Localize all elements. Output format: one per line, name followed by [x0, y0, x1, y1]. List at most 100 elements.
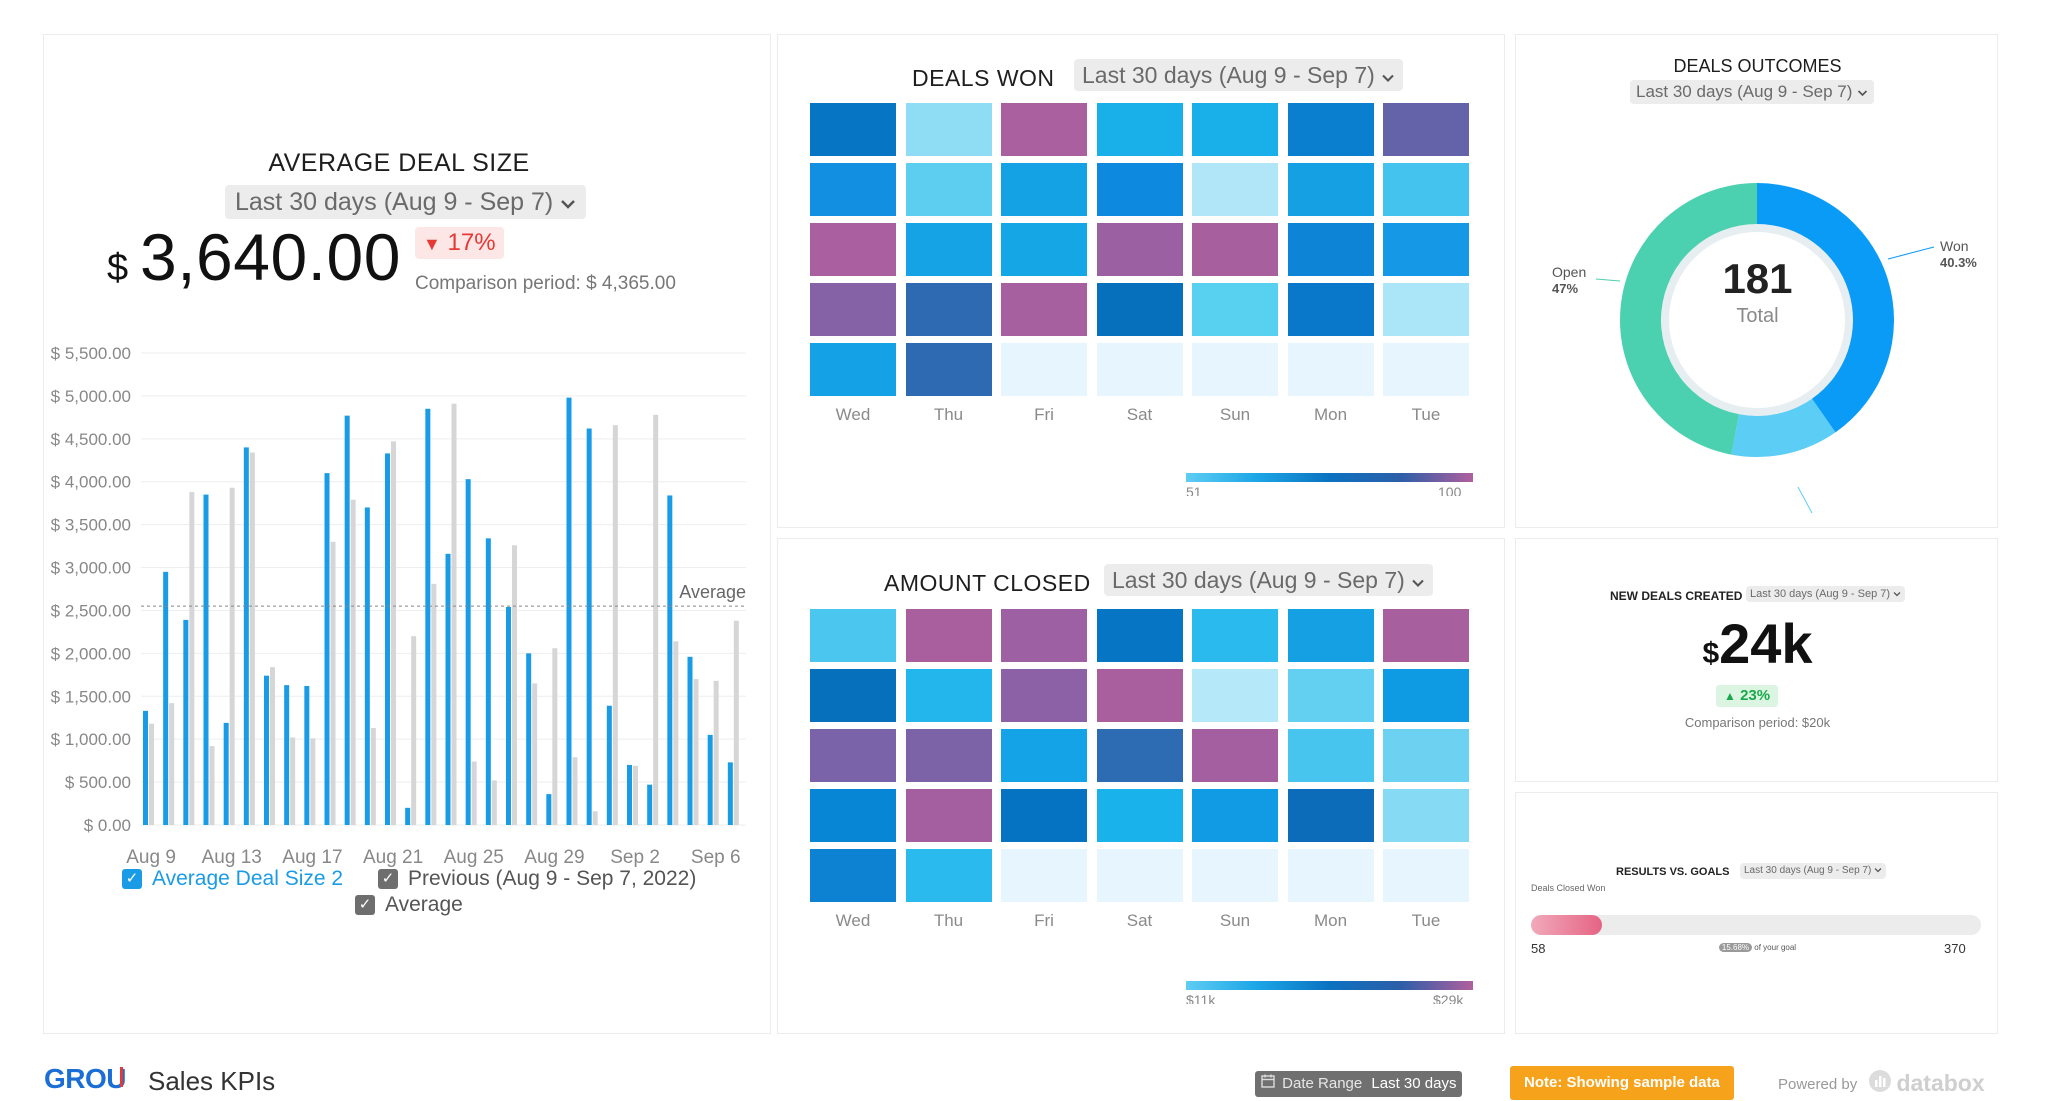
bar-current[interactable]: [203, 494, 209, 825]
bar-previous[interactable]: [713, 680, 719, 825]
bar-previous[interactable]: [673, 641, 679, 825]
heatmap-cell[interactable]: [1192, 849, 1278, 902]
heatmap-cell[interactable]: [1383, 609, 1469, 662]
bar-current[interactable]: [546, 794, 552, 825]
heatmap-cell[interactable]: [810, 609, 896, 662]
heatmap-cell[interactable]: [1383, 343, 1469, 396]
bar-previous[interactable]: [552, 648, 558, 825]
heatmap-cell[interactable]: [1383, 103, 1469, 156]
heatmap-cell[interactable]: [1383, 223, 1469, 276]
heatmap-cell[interactable]: [1096, 609, 1183, 662]
results-period-dropdown[interactable]: Last 30 days (Aug 9 - Sep 7): [1740, 863, 1887, 879]
bar-current[interactable]: [163, 571, 169, 825]
bar-current[interactable]: [627, 764, 632, 825]
avg-deal-period-dropdown[interactable]: Last 30 days (Aug 9 - Sep 7): [225, 185, 587, 219]
bar-previous[interactable]: [491, 780, 497, 825]
heatmap-cell[interactable]: [810, 729, 896, 782]
heatmap-cell[interactable]: [1192, 283, 1278, 336]
bar-previous[interactable]: [451, 403, 457, 825]
bar-current[interactable]: [183, 619, 189, 825]
heatmap-cell[interactable]: [1096, 283, 1183, 336]
checkbox-icon[interactable]: ✓: [122, 869, 142, 889]
heatmap-cell[interactable]: [1287, 343, 1374, 396]
bar-current[interactable]: [405, 807, 411, 825]
heatmap-cell[interactable]: [905, 283, 992, 336]
amount-closed-period-dropdown[interactable]: Last 30 days (Aug 9 - Sep 7): [1104, 564, 1434, 596]
heatmap-cell[interactable]: [1287, 609, 1374, 662]
heatmap-cell[interactable]: [1192, 609, 1278, 662]
heatmap-cell[interactable]: [1001, 669, 1087, 722]
heatmap-cell[interactable]: [1096, 103, 1183, 156]
heatmap-cell[interactable]: [905, 729, 992, 782]
bar-previous[interactable]: [169, 703, 175, 825]
bar-current[interactable]: [727, 762, 733, 825]
bar-previous[interactable]: [330, 541, 336, 825]
bar-previous[interactable]: [592, 811, 598, 825]
bar-current[interactable]: [223, 722, 229, 825]
heatmap-cell[interactable]: [810, 103, 896, 156]
bar-previous[interactable]: [149, 723, 154, 825]
checkbox-icon[interactable]: ✓: [378, 869, 398, 889]
new-deals-period-dropdown[interactable]: Last 30 days (Aug 9 - Sep 7): [1746, 586, 1906, 602]
heatmap-cell[interactable]: [810, 163, 896, 216]
heatmap-cell[interactable]: [1287, 223, 1374, 276]
bar-current[interactable]: [586, 428, 592, 825]
heatmap-cell[interactable]: [810, 669, 896, 722]
bar-current[interactable]: [647, 784, 653, 825]
heatmap-cell[interactable]: [1001, 223, 1087, 276]
bar-previous[interactable]: [249, 452, 255, 825]
heatmap-cell[interactable]: [1096, 789, 1183, 842]
heatmap-cell[interactable]: [1096, 849, 1183, 902]
heatmap-cell[interactable]: [1001, 849, 1087, 902]
legend-previous[interactable]: ✓ Previous (Aug 9 - Sep 7, 2022): [378, 867, 696, 891]
deals-won-period-dropdown[interactable]: Last 30 days (Aug 9 - Sep 7): [1074, 59, 1404, 91]
heatmap-cell[interactable]: [1287, 283, 1374, 336]
date-range-button[interactable]: Date Range Last 30 days: [1255, 1071, 1463, 1097]
bar-current[interactable]: [264, 675, 269, 825]
heatmap-cell[interactable]: [1192, 669, 1278, 722]
bar-current[interactable]: [143, 710, 148, 825]
bar-current[interactable]: [707, 734, 713, 825]
bar-previous[interactable]: [310, 738, 316, 825]
bar-previous[interactable]: [471, 761, 477, 825]
heatmap-cell[interactable]: [1192, 729, 1278, 782]
heatmap-cell[interactable]: [1192, 789, 1278, 842]
heatmap-cell[interactable]: [1192, 103, 1278, 156]
heatmap-cell[interactable]: [1383, 669, 1469, 722]
legend-average[interactable]: ✓ Average: [355, 893, 463, 917]
heatmap-cell[interactable]: [1001, 343, 1087, 396]
heatmap-cell[interactable]: [1001, 729, 1087, 782]
checkbox-icon[interactable]: ✓: [355, 895, 375, 915]
heatmap-cell[interactable]: [1383, 729, 1469, 782]
bar-previous[interactable]: [431, 583, 437, 825]
bar-current[interactable]: [465, 479, 471, 825]
heatmap-cell[interactable]: [1383, 283, 1469, 336]
bar-current[interactable]: [526, 653, 532, 825]
heatmap-cell[interactable]: [810, 849, 896, 902]
heatmap-cell[interactable]: [1287, 729, 1374, 782]
bar-current[interactable]: [344, 415, 350, 825]
heatmap-cell[interactable]: [810, 789, 896, 842]
bar-previous[interactable]: [391, 441, 396, 825]
heatmap-cell[interactable]: [905, 343, 992, 396]
bar-current[interactable]: [284, 685, 290, 825]
outcomes-period-dropdown[interactable]: Last 30 days (Aug 9 - Sep 7): [1630, 80, 1875, 104]
heatmap-cell[interactable]: [905, 163, 992, 216]
heatmap-cell[interactable]: [1096, 163, 1183, 216]
bar-current[interactable]: [304, 685, 310, 825]
legend-current[interactable]: ✓ Average Deal Size 2: [122, 867, 343, 891]
bar-previous[interactable]: [411, 636, 417, 825]
bar-previous[interactable]: [189, 492, 195, 825]
bar-previous[interactable]: [209, 746, 215, 825]
bar-previous[interactable]: [653, 414, 659, 825]
bar-previous[interactable]: [532, 683, 538, 825]
bar-current[interactable]: [324, 473, 330, 825]
bar-previous[interactable]: [733, 620, 739, 825]
bar-current[interactable]: [445, 553, 451, 825]
heatmap-cell[interactable]: [905, 609, 992, 662]
heatmap-cell[interactable]: [1001, 163, 1087, 216]
bar-current[interactable]: [667, 495, 673, 825]
bar-current[interactable]: [364, 507, 370, 825]
databox-logo[interactable]: databox: [1868, 1069, 1985, 1098]
heatmap-cell[interactable]: [1001, 609, 1087, 662]
